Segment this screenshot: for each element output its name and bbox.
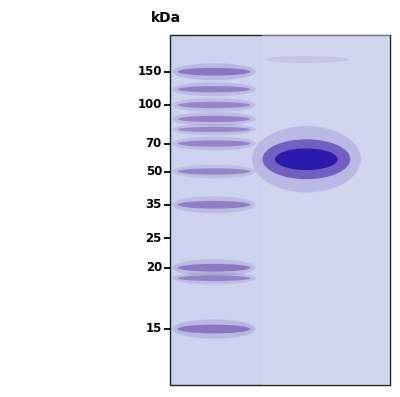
Ellipse shape: [275, 148, 338, 170]
Ellipse shape: [178, 116, 250, 122]
Ellipse shape: [172, 98, 256, 112]
Ellipse shape: [172, 272, 256, 284]
Ellipse shape: [178, 141, 250, 146]
Ellipse shape: [172, 112, 256, 126]
Text: 35: 35: [146, 198, 162, 211]
Ellipse shape: [178, 201, 250, 208]
Ellipse shape: [172, 165, 256, 178]
Ellipse shape: [172, 63, 256, 80]
Ellipse shape: [178, 86, 250, 93]
Ellipse shape: [262, 139, 350, 179]
Text: 15: 15: [146, 322, 162, 335]
Ellipse shape: [178, 325, 250, 333]
Ellipse shape: [172, 259, 256, 276]
Ellipse shape: [178, 102, 250, 108]
Ellipse shape: [178, 264, 250, 272]
Ellipse shape: [172, 196, 256, 213]
Text: 25: 25: [146, 231, 162, 245]
Text: 70: 70: [146, 137, 162, 150]
Text: kDa: kDa: [151, 11, 181, 25]
Ellipse shape: [172, 319, 256, 339]
Ellipse shape: [178, 68, 250, 75]
Bar: [170, 35, 390, 385]
Ellipse shape: [178, 276, 250, 281]
Ellipse shape: [178, 127, 250, 132]
Ellipse shape: [172, 124, 256, 135]
Text: 50: 50: [146, 165, 162, 178]
Ellipse shape: [172, 82, 256, 96]
Text: 20: 20: [146, 261, 162, 274]
Text: 150: 150: [138, 65, 162, 78]
Ellipse shape: [265, 56, 348, 63]
Ellipse shape: [252, 126, 361, 193]
Bar: [262, 35, 390, 385]
Ellipse shape: [178, 168, 250, 175]
Text: 100: 100: [138, 98, 162, 112]
Ellipse shape: [172, 137, 256, 150]
